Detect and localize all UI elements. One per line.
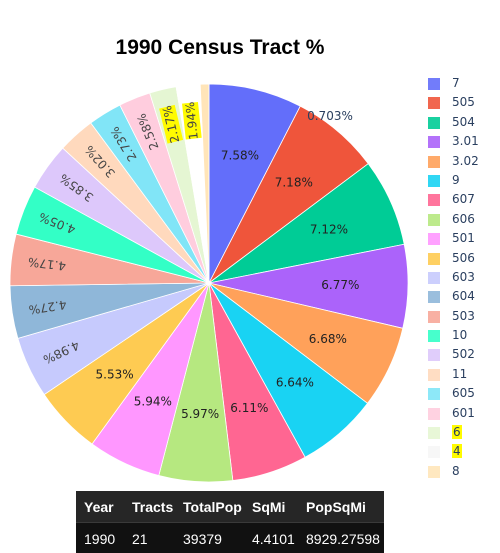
legend-swatch [428, 427, 440, 440]
stats-table: Year Tracts TotalPop SqMi PopSqMi 1990 2… [76, 491, 384, 553]
legend-label: 10 [452, 328, 468, 343]
table-cell: 21 [132, 531, 148, 547]
chart-title: 1990 Census Tract % [115, 36, 325, 59]
highlight-box [159, 104, 184, 144]
legend-label: 606 [452, 211, 475, 226]
legend-label: 7 [452, 76, 460, 90]
legend-swatch [428, 233, 440, 246]
legend-label: 605 [452, 386, 475, 401]
table-cell: 39379 [183, 531, 222, 547]
legend-swatch [428, 116, 440, 129]
legend-label: 601 [452, 405, 475, 420]
table-header-cell: Tracts [132, 499, 174, 515]
legend-label: 9 [452, 172, 460, 187]
slice-label-607: 6.11% [230, 401, 268, 415]
table-row: 1990 21 39379 4.4101 8929.27598 [76, 522, 384, 553]
highlight-box [182, 101, 202, 140]
legend-label: 501 [452, 231, 475, 246]
legend-swatch [428, 291, 440, 304]
legend-swatch [428, 388, 440, 401]
slice-label-3.01: 6.77% [321, 278, 359, 292]
slice-label-604: 4.27% [28, 297, 68, 316]
table-header-cell: TotalPop [183, 499, 242, 515]
legend-label: 504 [452, 114, 475, 129]
legend-label: 502 [452, 347, 475, 362]
slice-label-highlight-4: 1.94% [182, 101, 202, 140]
legend-label: 8 [452, 463, 460, 478]
legend-swatch [428, 330, 440, 343]
legend-swatch [428, 136, 440, 149]
table-header-cell: Year [84, 499, 114, 515]
slice-label-3.02: 6.68% [309, 332, 347, 346]
legend-swatch [428, 368, 440, 381]
legend-label: 11 [452, 366, 468, 381]
table-header-cell: PopSqMi [306, 499, 366, 515]
table-cell: 8929.27598 [306, 531, 380, 547]
slice-label-9: 6.64% [276, 375, 314, 389]
table-cell: 4.4101 [252, 531, 295, 547]
pie-slice-7 [208, 83, 301, 284]
slice-label-606: 5.97% [181, 407, 219, 421]
table-cell: 1990 [84, 531, 116, 547]
slice-label-505: 7.18% [275, 176, 313, 190]
pie-slices [9, 83, 409, 483]
legend-swatch [428, 97, 440, 110]
legend-swatch [428, 446, 440, 459]
legend-swatch [428, 155, 440, 168]
legend-label: 506 [452, 250, 475, 265]
table-header-row: Year Tracts TotalPop SqMi PopSqMi [76, 491, 384, 522]
legend-label: 6 [452, 425, 462, 440]
legend-swatch [428, 252, 440, 265]
slice-label-7: 7.58% [221, 148, 259, 162]
pie-chart: 7.58% 7.18% 7.12% 6.77% 6.68% 6.64% 6.11% 5.97%… [9, 83, 409, 483]
slice-label-4: 1.94% [183, 101, 201, 140]
legend-swatch [428, 349, 440, 362]
legend-swatch [428, 271, 440, 284]
slice-label-504: 7.12% [310, 223, 348, 237]
legend-label: 503 [452, 308, 475, 323]
legend-swatch [428, 213, 440, 226]
slice-label-8: 0.703% [307, 109, 353, 123]
legend-label: 604 [452, 289, 475, 304]
legend-swatch [428, 174, 440, 187]
slice-label-501: 5.94% [134, 395, 172, 409]
legend-label: 3.01 [452, 134, 479, 149]
slice-label-506: 5.53% [96, 367, 134, 381]
legend-label: 603 [452, 269, 475, 284]
legend-swatch [428, 78, 440, 90]
legend-label: 4 [452, 444, 462, 459]
legend-swatch [428, 465, 440, 478]
legend-label: 3.02 [452, 153, 479, 168]
legend-swatch [428, 194, 440, 207]
slice-label-highlight-6: 2.17% [159, 104, 184, 144]
legend-label: 505 [452, 95, 475, 110]
table-header-cell: SqMi [252, 499, 286, 515]
legend-swatch [428, 310, 440, 323]
legend-swatch [428, 407, 440, 420]
legend-label: 607 [452, 192, 475, 207]
slice-label-503: 4.17% [27, 255, 67, 273]
pie-slice-8 [199, 83, 210, 284]
